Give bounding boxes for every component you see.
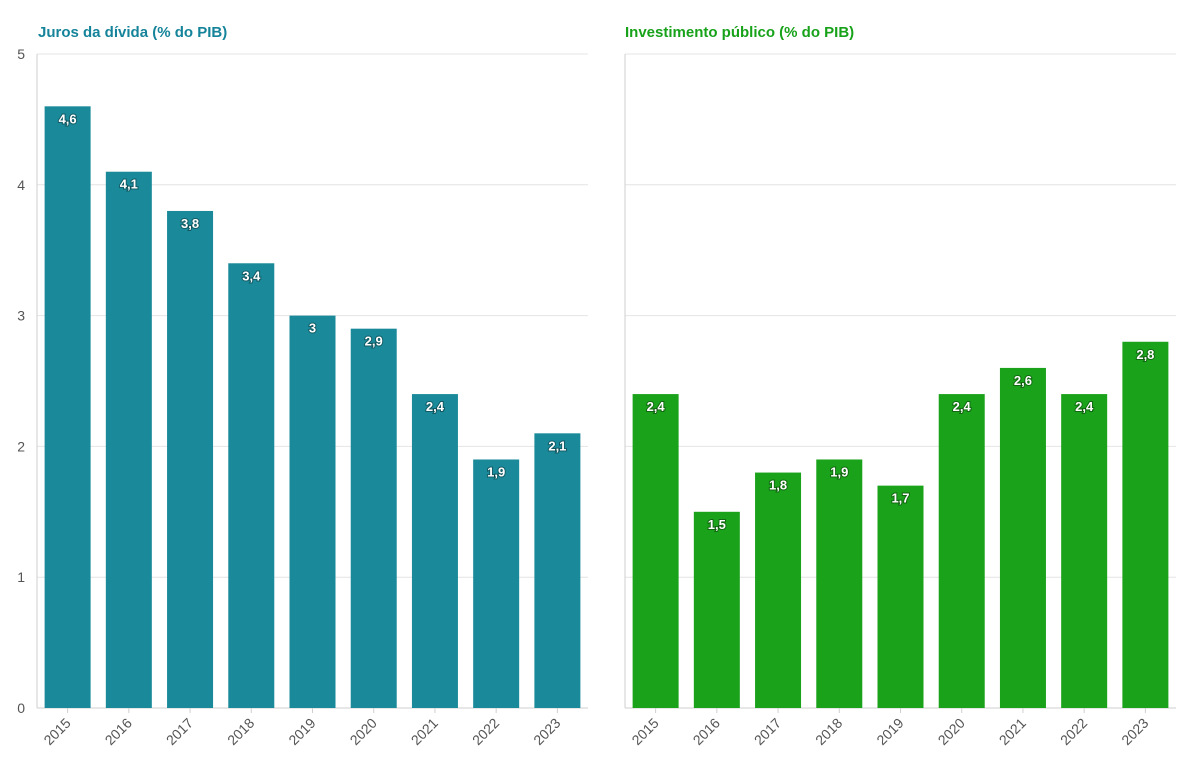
x-tick-label: 2021 xyxy=(408,715,441,748)
x-tick-label: 2022 xyxy=(469,715,502,748)
x-tick-label: 2021 xyxy=(996,715,1029,748)
data-label: 1,7 xyxy=(891,491,909,506)
bar-2015[interactable] xyxy=(632,394,679,708)
bar-2020[interactable] xyxy=(350,328,397,708)
bar-2015[interactable] xyxy=(44,106,91,708)
y-tick-label: 5 xyxy=(17,46,25,62)
bar-2023[interactable] xyxy=(534,433,581,708)
data-label: 2,1 xyxy=(548,438,566,453)
x-tick-label: 2020 xyxy=(934,715,967,748)
bar-2017[interactable] xyxy=(755,472,802,708)
bar-2022[interactable] xyxy=(473,459,520,708)
data-label: 1,5 xyxy=(708,517,726,532)
bar-2019[interactable] xyxy=(877,485,924,708)
bar-2018[interactable] xyxy=(228,263,275,708)
x-tick-label: 2019 xyxy=(285,715,318,748)
bar-2019[interactable] xyxy=(289,315,336,708)
x-tick-label: 2017 xyxy=(751,715,784,748)
bar-2017[interactable] xyxy=(167,210,214,708)
bar-2021[interactable] xyxy=(411,394,458,708)
bar-2021[interactable] xyxy=(999,367,1046,708)
x-tick-label: 2018 xyxy=(812,715,845,748)
y-tick-label: 2 xyxy=(17,438,25,454)
x-tick-label: 2020 xyxy=(346,715,379,748)
chart-title-juros: Juros da dívida (% do PIB) xyxy=(38,24,227,41)
x-tick-label: 2023 xyxy=(530,715,563,748)
data-label: 2,8 xyxy=(1136,347,1154,362)
x-tick-label: 2017 xyxy=(163,715,196,748)
x-tick-label: 2016 xyxy=(690,715,723,748)
y-tick-label: 3 xyxy=(17,308,25,324)
data-label: 3 xyxy=(309,321,316,336)
data-label: 3,8 xyxy=(181,216,199,231)
y-tick-label: 4 xyxy=(17,177,25,193)
y-tick-label: 0 xyxy=(17,700,25,716)
bar-2022[interactable] xyxy=(1061,394,1108,708)
data-label: 2,4 xyxy=(1075,399,1094,414)
chart-title-investimento: Investimento público (% do PIB) xyxy=(625,24,854,41)
x-tick-label: 2015 xyxy=(40,715,73,748)
panel-juros-divida: Juros da dívida (% do PIB) 0 1 2 3 4 5 4,6 2015… xyxy=(17,24,588,748)
data-label: 1,9 xyxy=(487,464,505,479)
bar-2016[interactable] xyxy=(693,511,740,708)
data-label: 2,4 xyxy=(426,399,445,414)
panel-investimento-publico: Investimento público (% do PIB) 2,4 2015 1… xyxy=(624,24,1176,748)
x-tick-label: 2023 xyxy=(1118,715,1151,748)
y-tick-label: 1 xyxy=(17,569,25,585)
data-label: 3,4 xyxy=(242,268,261,283)
x-tick-label: 2022 xyxy=(1057,715,1090,748)
data-label: 2,6 xyxy=(1014,373,1032,388)
data-label: 1,8 xyxy=(769,478,787,493)
x-tick-label: 2019 xyxy=(873,715,906,748)
x-tick-label: 2018 xyxy=(224,715,257,748)
data-label: 2,9 xyxy=(365,334,383,349)
data-label: 4,6 xyxy=(59,111,77,126)
bar-2020[interactable] xyxy=(938,394,985,708)
x-tick-label: 2015 xyxy=(628,715,661,748)
data-label: 2,4 xyxy=(953,399,972,414)
bar-2023[interactable] xyxy=(1122,341,1169,708)
data-label: 4,1 xyxy=(120,177,138,192)
x-tick-label: 2016 xyxy=(102,715,135,748)
bar-2016[interactable] xyxy=(105,171,152,709)
data-label: 1,9 xyxy=(830,464,848,479)
bar-2018[interactable] xyxy=(816,459,863,708)
data-label: 2,4 xyxy=(647,399,666,414)
